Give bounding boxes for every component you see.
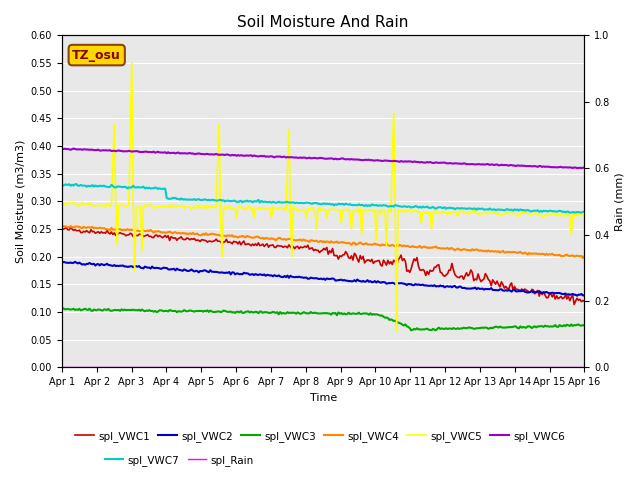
Title: Soil Moisture And Rain: Soil Moisture And Rain (237, 15, 409, 30)
spl_VWC4 (579, 255, 587, 261)
spl_VWC6 (124, 148, 131, 154)
spl_Rain (122, 364, 130, 370)
spl_VWC6 (577, 165, 585, 171)
spl_VWC1 (63, 225, 70, 230)
Y-axis label: Soil Moisture (m3/m3): Soil Moisture (m3/m3) (15, 140, 25, 263)
spl_Rain (552, 364, 559, 370)
Legend: spl_VWC7, spl_Rain: spl_VWC7, spl_Rain (100, 451, 258, 470)
spl_VWC2 (240, 270, 248, 276)
Line: spl_VWC3: spl_VWC3 (62, 308, 584, 330)
spl_VWC3 (124, 307, 131, 313)
spl_VWC7 (566, 210, 573, 216)
spl_VWC2 (580, 292, 588, 298)
spl_VWC2 (231, 272, 239, 277)
spl_VWC5 (215, 121, 223, 127)
spl_VWC7 (580, 209, 588, 215)
spl_VWC3 (233, 309, 241, 315)
spl_VWC6 (58, 146, 66, 152)
spl_VWC1 (58, 226, 66, 231)
spl_VWC5 (58, 202, 66, 208)
spl_VWC4 (287, 236, 294, 242)
spl_VWC7 (233, 199, 241, 205)
spl_VWC6 (70, 145, 77, 151)
spl_VWC3 (215, 309, 223, 314)
spl_VWC2 (573, 293, 581, 299)
spl_VWC6 (233, 153, 241, 159)
Line: spl_VWC4: spl_VWC4 (62, 225, 584, 258)
spl_VWC5 (288, 254, 296, 260)
spl_Rain (231, 364, 239, 370)
Line: spl_VWC1: spl_VWC1 (62, 228, 584, 304)
spl_Rain (580, 364, 588, 370)
spl_VWC1 (215, 238, 223, 244)
spl_VWC5 (122, 203, 130, 209)
spl_VWC3 (241, 309, 249, 315)
spl_VWC7 (215, 197, 223, 203)
spl_VWC6 (241, 153, 249, 158)
spl_Rain (214, 364, 221, 370)
spl_VWC2 (287, 273, 294, 279)
spl_VWC3 (407, 327, 415, 333)
spl_VWC2 (58, 259, 66, 264)
spl_VWC7 (241, 199, 249, 204)
spl_VWC1 (580, 299, 588, 304)
spl_VWC5 (393, 328, 401, 334)
spl_VWC3 (554, 324, 562, 330)
spl_VWC4 (58, 222, 66, 228)
Line: spl_VWC7: spl_VWC7 (62, 184, 584, 213)
X-axis label: Time: Time (310, 393, 337, 403)
Text: TZ_osu: TZ_osu (72, 48, 121, 61)
spl_VWC6 (553, 164, 561, 170)
spl_VWC2 (122, 264, 130, 269)
spl_VWC1 (570, 301, 578, 307)
spl_VWC7 (553, 209, 561, 215)
spl_VWC4 (231, 234, 239, 240)
spl_VWC5 (128, 60, 136, 66)
spl_VWC1 (553, 293, 561, 299)
spl_VWC1 (233, 239, 241, 245)
spl_VWC3 (288, 310, 296, 316)
Line: spl_VWC2: spl_VWC2 (62, 262, 584, 296)
spl_VWC4 (122, 227, 130, 233)
Line: spl_VWC6: spl_VWC6 (62, 148, 584, 168)
spl_VWC5 (233, 215, 241, 221)
spl_VWC7 (124, 185, 131, 191)
Line: spl_VWC5: spl_VWC5 (62, 63, 584, 331)
spl_VWC3 (580, 323, 588, 328)
spl_VWC4 (552, 252, 559, 258)
spl_Rain (240, 364, 248, 370)
spl_VWC5 (241, 207, 249, 213)
spl_VWC6 (215, 152, 223, 157)
spl_VWC7 (288, 200, 296, 205)
spl_VWC6 (288, 154, 296, 160)
spl_Rain (287, 364, 294, 370)
spl_VWC7 (58, 182, 66, 188)
spl_Rain (58, 364, 66, 370)
spl_VWC2 (552, 290, 559, 296)
spl_VWC7 (72, 181, 80, 187)
spl_VWC5 (580, 213, 588, 218)
spl_VWC4 (214, 232, 221, 238)
spl_VWC4 (240, 234, 248, 240)
spl_VWC1 (241, 242, 249, 248)
spl_VWC6 (580, 165, 588, 170)
spl_VWC1 (124, 232, 131, 238)
spl_VWC4 (580, 253, 588, 259)
Y-axis label: Rain (mm): Rain (mm) (615, 172, 625, 231)
spl_VWC2 (214, 269, 221, 275)
spl_VWC3 (60, 305, 67, 311)
spl_VWC3 (58, 306, 66, 312)
spl_VWC1 (288, 246, 296, 252)
Legend: spl_VWC1, spl_VWC2, spl_VWC3, spl_VWC4, spl_VWC5, spl_VWC6: spl_VWC1, spl_VWC2, spl_VWC3, spl_VWC4, … (71, 427, 569, 446)
spl_VWC5 (554, 213, 562, 219)
